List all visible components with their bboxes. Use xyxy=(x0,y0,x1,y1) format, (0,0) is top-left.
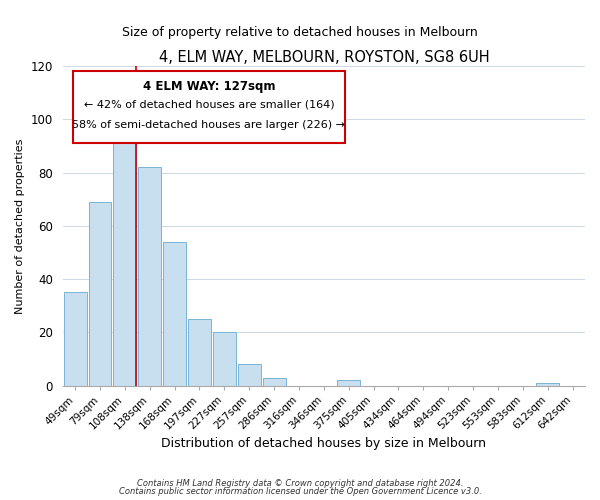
X-axis label: Distribution of detached houses by size in Melbourn: Distribution of detached houses by size … xyxy=(161,437,487,450)
Bar xyxy=(337,380,360,386)
Text: 4 ELM WAY: 127sqm: 4 ELM WAY: 127sqm xyxy=(143,80,275,93)
Bar xyxy=(188,319,211,386)
Title: 4, ELM WAY, MELBOURN, ROYSTON, SG8 6UH: 4, ELM WAY, MELBOURN, ROYSTON, SG8 6UH xyxy=(158,50,489,65)
Text: 58% of semi-detached houses are larger (226) →: 58% of semi-detached houses are larger (… xyxy=(73,120,346,130)
Bar xyxy=(64,292,86,386)
Bar xyxy=(213,332,236,386)
Bar xyxy=(263,378,286,386)
Bar xyxy=(238,364,260,386)
Text: Size of property relative to detached houses in Melbourn: Size of property relative to detached ho… xyxy=(122,26,478,39)
FancyBboxPatch shape xyxy=(73,71,345,143)
Text: Contains HM Land Registry data © Crown copyright and database right 2024.: Contains HM Land Registry data © Crown c… xyxy=(137,478,463,488)
Text: ← 42% of detached houses are smaller (164): ← 42% of detached houses are smaller (16… xyxy=(83,100,334,110)
Bar xyxy=(163,242,186,386)
Y-axis label: Number of detached properties: Number of detached properties xyxy=(15,138,25,314)
Text: Contains public sector information licensed under the Open Government Licence v3: Contains public sector information licen… xyxy=(119,487,481,496)
Bar xyxy=(138,168,161,386)
Bar xyxy=(536,383,559,386)
Bar xyxy=(89,202,112,386)
Bar xyxy=(113,136,136,386)
